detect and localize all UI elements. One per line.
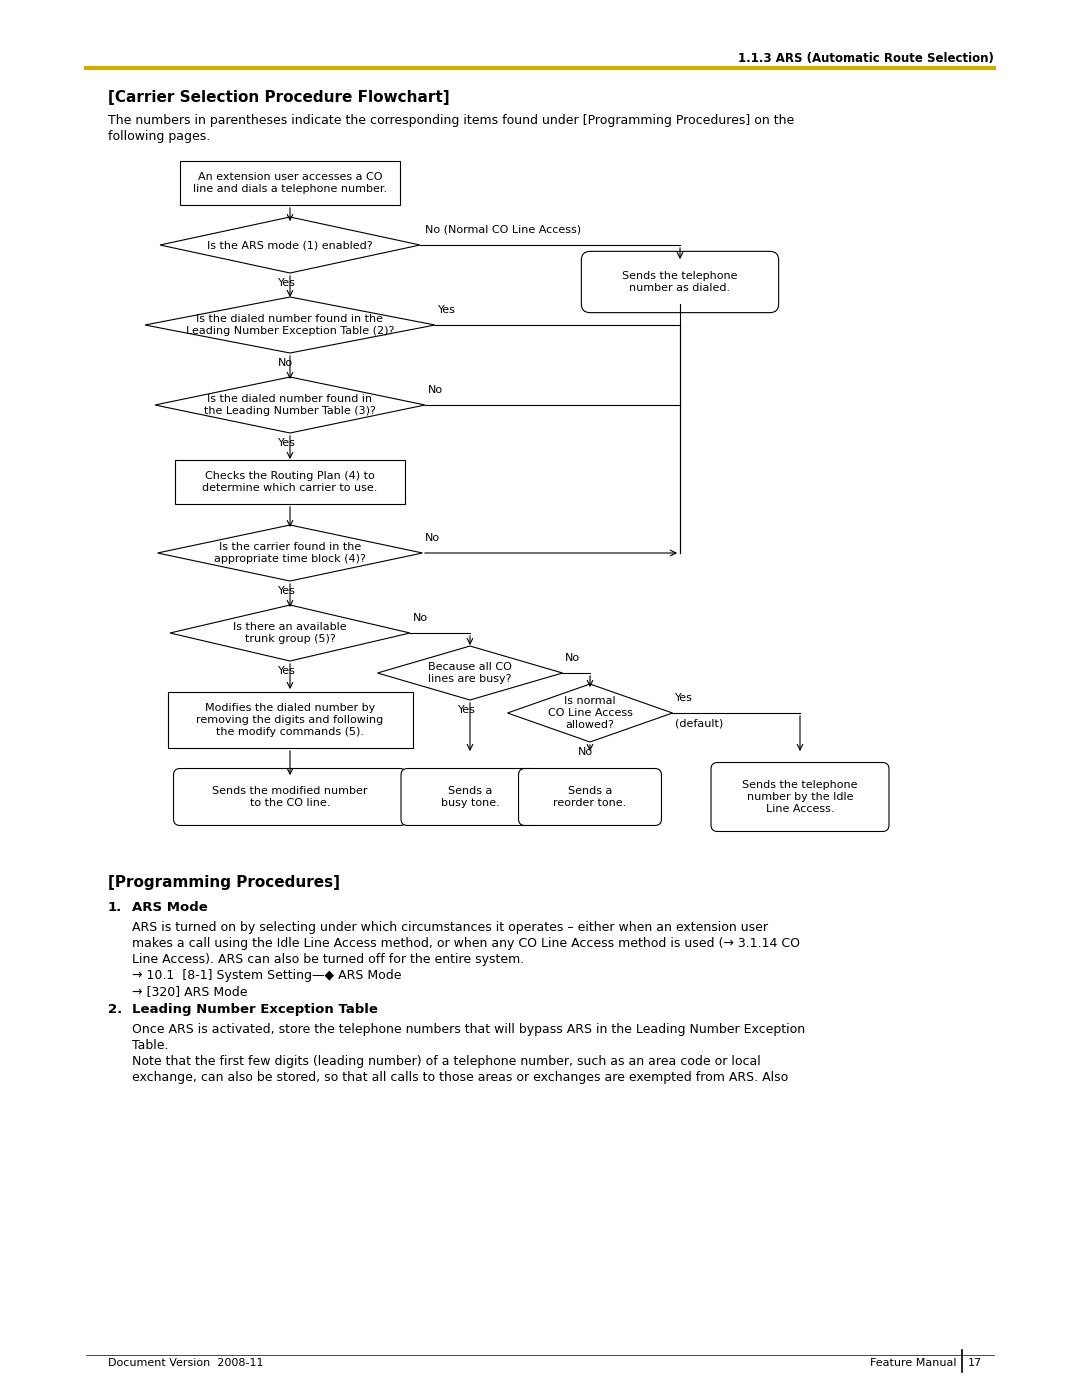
FancyBboxPatch shape — [174, 768, 406, 826]
Text: Because all CO
lines are busy?: Because all CO lines are busy? — [428, 662, 512, 683]
FancyBboxPatch shape — [711, 763, 889, 831]
FancyBboxPatch shape — [401, 768, 539, 826]
FancyBboxPatch shape — [518, 768, 661, 826]
Text: (default): (default) — [675, 719, 724, 729]
Text: → 10.1  [8-1] System Setting—◆ ARS Mode: → 10.1 [8-1] System Setting—◆ ARS Mode — [132, 970, 402, 982]
Polygon shape — [156, 377, 426, 433]
Polygon shape — [145, 298, 435, 353]
Text: makes a call using the Idle Line Access method, or when any CO Line Access metho: makes a call using the Idle Line Access … — [132, 937, 800, 950]
Text: ARS Mode: ARS Mode — [132, 901, 207, 914]
Text: Note that the first few digits (leading number) of a telephone number, such as a: Note that the first few digits (leading … — [132, 1055, 760, 1067]
Text: ARS is turned on by selecting under which circumstances it operates – either whe: ARS is turned on by selecting under whic… — [132, 921, 768, 935]
Text: Checks the Routing Plan (4) to
determine which carrier to use.: Checks the Routing Plan (4) to determine… — [202, 471, 378, 493]
Text: exchange, can also be stored, so that all calls to those areas or exchanges are : exchange, can also be stored, so that al… — [132, 1071, 788, 1084]
Text: [Carrier Selection Procedure Flowchart]: [Carrier Selection Procedure Flowchart] — [108, 89, 449, 105]
Text: Is the dialed number found in the
Leading Number Exception Table (2)?: Is the dialed number found in the Leadin… — [186, 314, 394, 335]
Text: No: No — [413, 613, 428, 623]
Polygon shape — [160, 217, 420, 272]
Text: An extension user accesses a CO
line and dials a telephone number.: An extension user accesses a CO line and… — [193, 172, 387, 194]
Text: Sends the telephone
number as dialed.: Sends the telephone number as dialed. — [622, 271, 738, 293]
Text: No: No — [428, 386, 443, 395]
Text: Yes: Yes — [278, 585, 296, 597]
Bar — [167, 692, 413, 747]
Text: Leading Number Exception Table: Leading Number Exception Table — [132, 1003, 378, 1016]
Text: No: No — [278, 358, 293, 367]
Text: Is there an available
trunk group (5)?: Is there an available trunk group (5)? — [233, 622, 347, 644]
Text: Yes: Yes — [278, 439, 296, 448]
Text: Is normal
CO Line Access
allowed?: Is normal CO Line Access allowed? — [548, 696, 633, 729]
Text: [Programming Procedures]: [Programming Procedures] — [108, 875, 340, 890]
Text: No: No — [565, 652, 580, 664]
Polygon shape — [170, 605, 410, 661]
Text: Yes: Yes — [278, 278, 296, 288]
Text: No: No — [426, 534, 441, 543]
Text: following pages.: following pages. — [108, 130, 211, 142]
Text: No: No — [578, 747, 593, 757]
Text: Is the ARS mode (1) enabled?: Is the ARS mode (1) enabled? — [207, 240, 373, 250]
Text: Table.: Table. — [132, 1039, 168, 1052]
Text: Line Access). ARS can also be turned off for the entire system.: Line Access). ARS can also be turned off… — [132, 953, 524, 965]
Text: Is the dialed number found in
the Leading Number Table (3)?: Is the dialed number found in the Leadin… — [204, 394, 376, 416]
Text: No (Normal CO Line Access): No (Normal CO Line Access) — [426, 225, 581, 235]
Bar — [175, 460, 405, 504]
Text: Once ARS is activated, store the telephone numbers that will bypass ARS in the L: Once ARS is activated, store the telepho… — [132, 1023, 805, 1037]
Text: Yes: Yes — [675, 693, 693, 703]
Text: The numbers in parentheses indicate the corresponding items found under [Program: The numbers in parentheses indicate the … — [108, 115, 794, 127]
Text: Sends the telephone
number by the Idle
Line Access.: Sends the telephone number by the Idle L… — [742, 781, 858, 813]
Polygon shape — [508, 685, 673, 742]
Text: Is the carrier found in the
appropriate time block (4)?: Is the carrier found in the appropriate … — [214, 542, 366, 564]
Text: Yes: Yes — [438, 305, 456, 314]
Text: Modifies the dialed number by
removing the digits and following
the modify comma: Modifies the dialed number by removing t… — [197, 704, 383, 736]
Polygon shape — [378, 645, 563, 700]
Text: Feature Manual: Feature Manual — [870, 1358, 957, 1368]
Text: → [320] ARS Mode: → [320] ARS Mode — [132, 985, 247, 997]
Text: Sends a
busy tone.: Sends a busy tone. — [441, 787, 499, 807]
Bar — [180, 161, 400, 205]
Text: Yes: Yes — [458, 705, 476, 715]
Text: 1.: 1. — [108, 901, 122, 914]
FancyBboxPatch shape — [581, 251, 779, 313]
Text: Document Version  2008-11: Document Version 2008-11 — [108, 1358, 264, 1368]
Text: Sends the modified number
to the CO line.: Sends the modified number to the CO line… — [213, 787, 368, 807]
Text: 2.: 2. — [108, 1003, 122, 1016]
Text: Yes: Yes — [278, 666, 296, 676]
Text: 17: 17 — [968, 1358, 982, 1368]
Polygon shape — [158, 525, 422, 581]
Text: Sends a
reorder tone.: Sends a reorder tone. — [553, 787, 626, 807]
Text: 1.1.3 ARS (Automatic Route Selection): 1.1.3 ARS (Automatic Route Selection) — [738, 52, 994, 66]
